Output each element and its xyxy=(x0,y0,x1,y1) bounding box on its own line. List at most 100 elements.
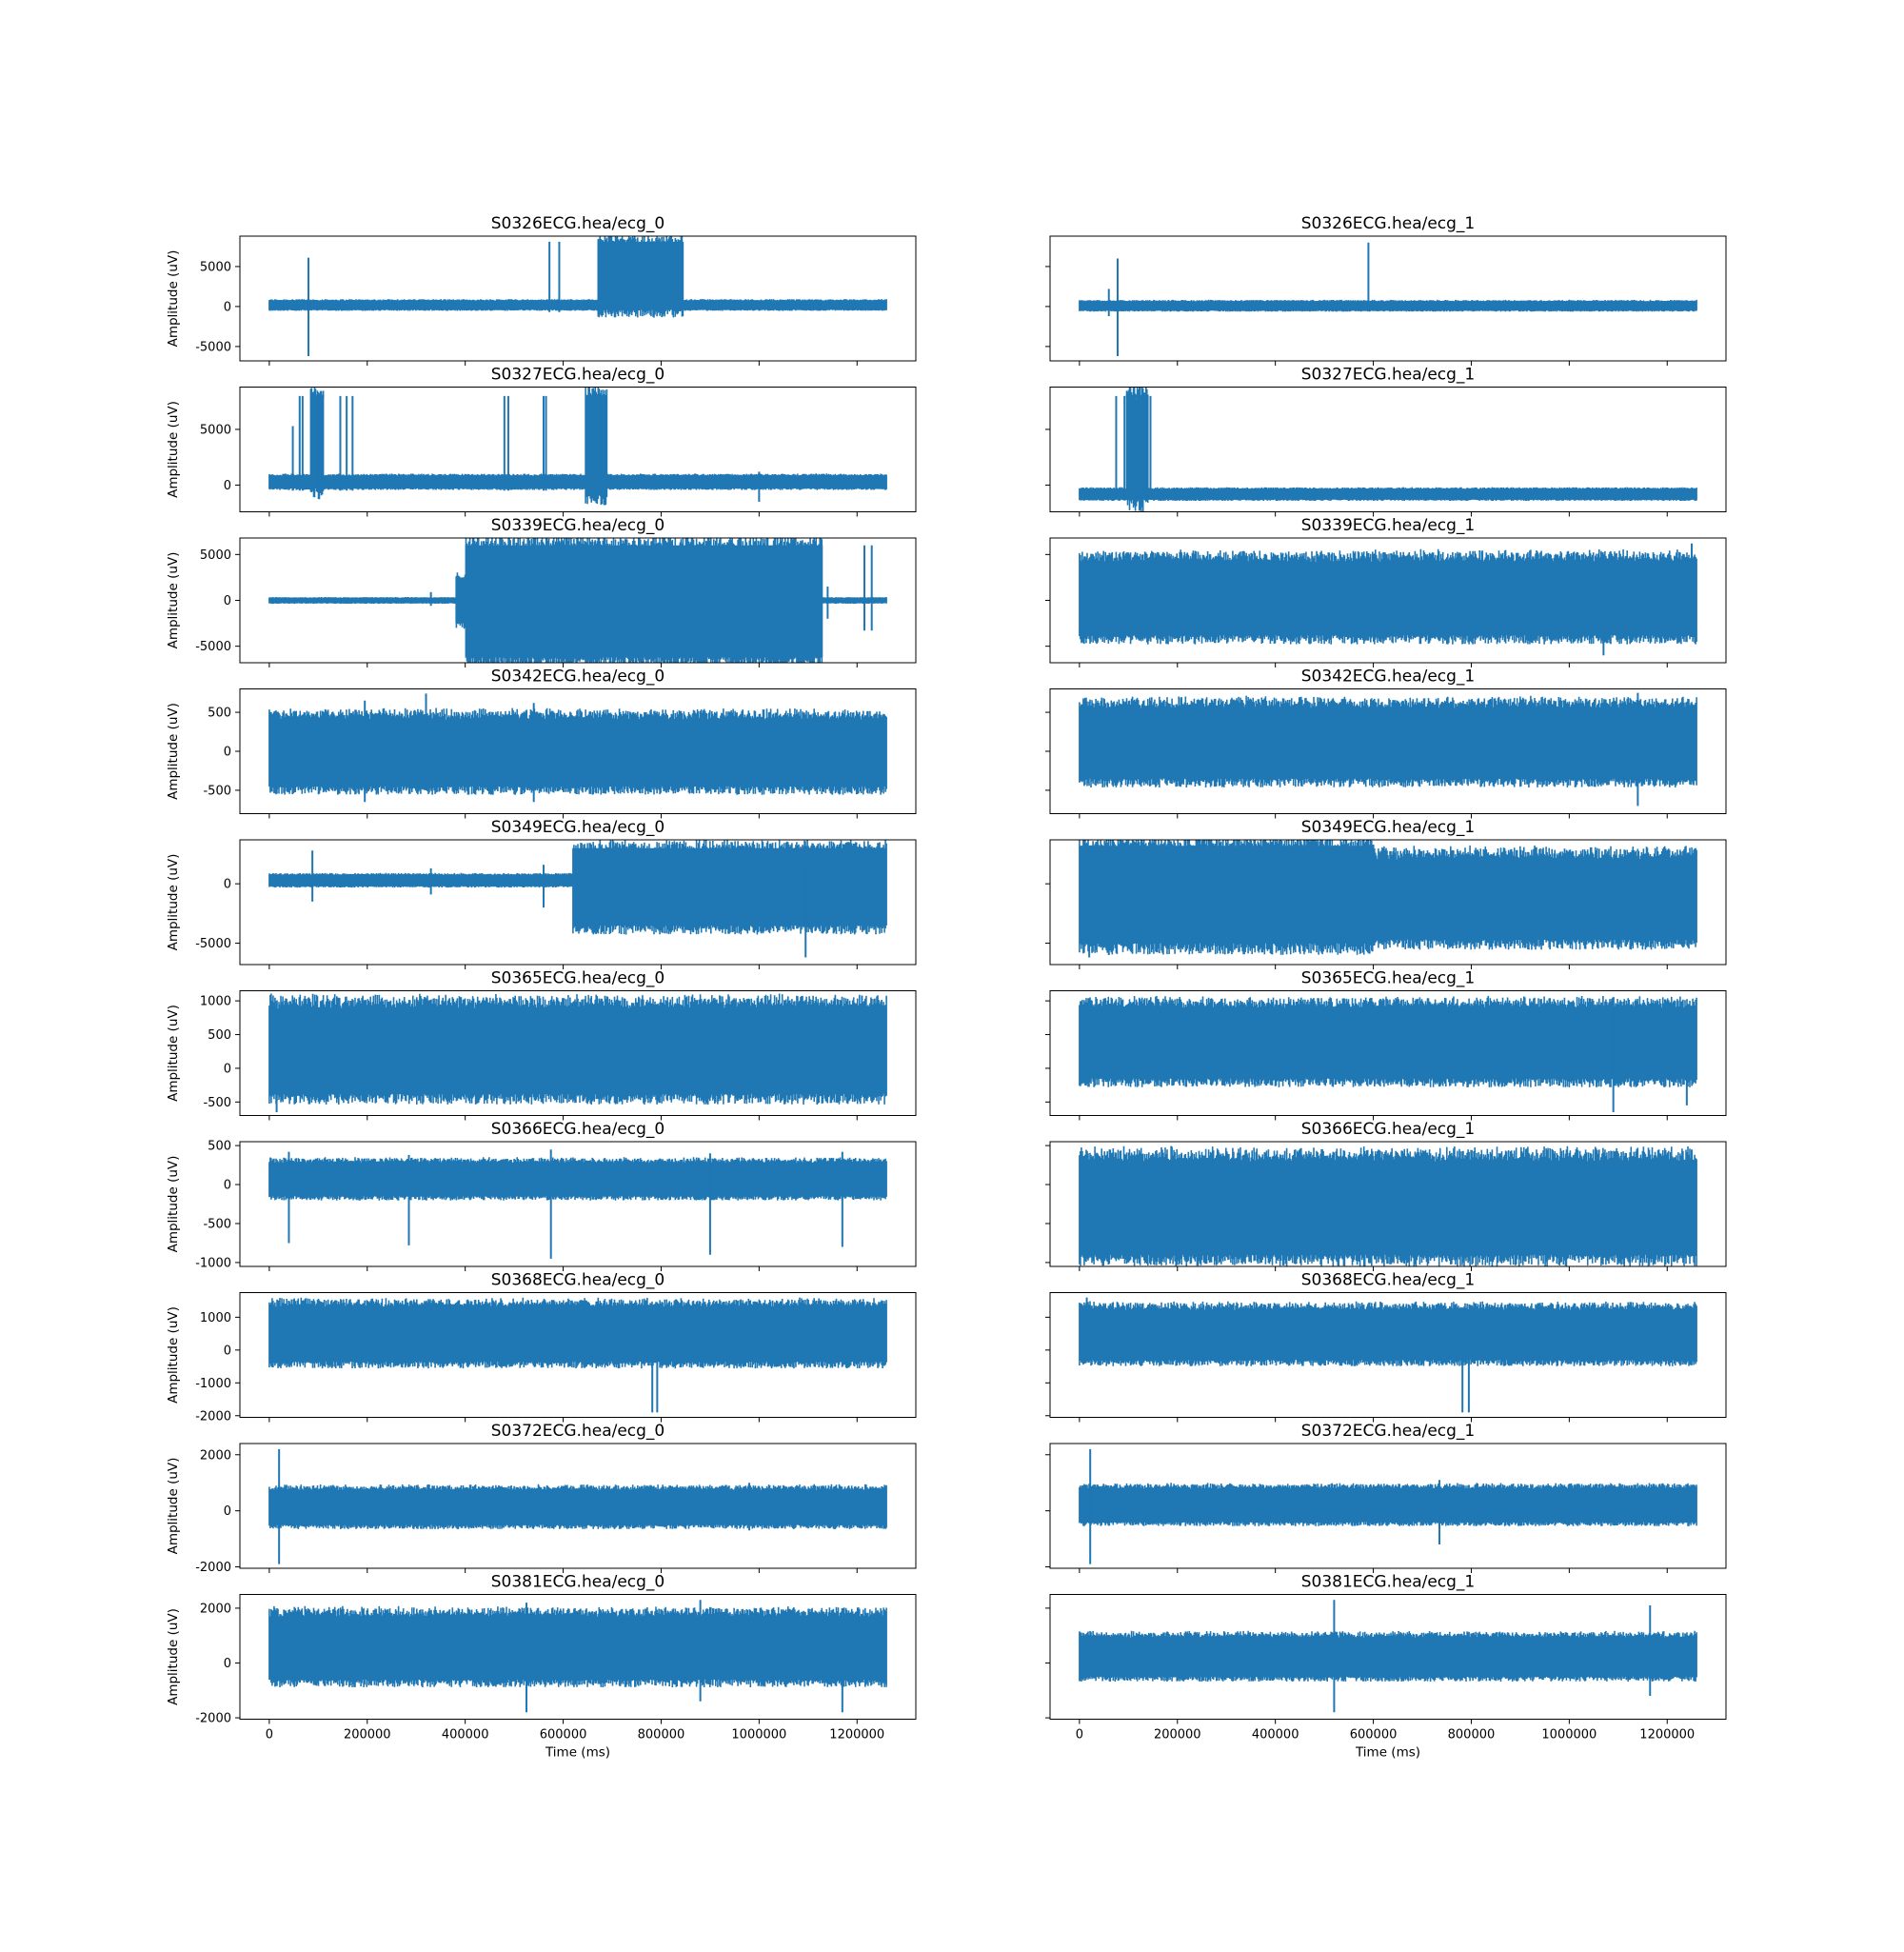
axes-frame xyxy=(1049,1141,1727,1267)
subplot-title: S0372ECG.hea/ecg_0 xyxy=(491,1422,665,1441)
x-tick-label: 1200000 xyxy=(1639,1728,1695,1743)
subplot-s0327ecg-hea-ecg-1: S0327ECG.hea/ecg_1 xyxy=(1045,366,1727,517)
y-tick-label: -1000 xyxy=(195,1377,231,1391)
y-axis-label: Amplitude (uV) xyxy=(166,1156,181,1253)
y-axis-label: Amplitude (uV) xyxy=(166,552,181,649)
y-tick-label: -5000 xyxy=(195,937,231,951)
y-tick-label: 0 xyxy=(224,1179,231,1193)
y-axis-label: Amplitude (uV) xyxy=(166,854,181,951)
subplot-s0368ecg-hea-ecg-1: S0368ECG.hea/ecg_1 xyxy=(1045,1271,1727,1423)
signal-line xyxy=(1079,548,1697,645)
subplot-s0368ecg-hea-ecg-0: S0368ECG.hea/ecg_0 -2000 -1000 0 1000 Amplitu… xyxy=(166,1271,917,1424)
signal-line xyxy=(268,1605,887,1687)
subplot-title: S0342ECG.hea/ecg_1 xyxy=(1301,667,1476,687)
axes-frame xyxy=(1049,1443,1727,1569)
x-tick-label: 400000 xyxy=(442,1728,489,1743)
signal-line xyxy=(268,1484,887,1529)
y-tick-label: 0 xyxy=(224,1504,231,1519)
subplot-title: S0366ECG.hea/ecg_1 xyxy=(1301,1120,1476,1139)
y-tick-label: 0 xyxy=(224,479,231,493)
y-tick-label: 5000 xyxy=(200,423,231,437)
subplot-title: S0339ECG.hea/ecg_0 xyxy=(491,516,665,535)
axes-frame xyxy=(1049,839,1727,966)
x-tick-label: 800000 xyxy=(638,1728,685,1743)
y-tick-label: 500 xyxy=(208,1140,231,1154)
x-tick-label: 0 xyxy=(1076,1728,1083,1743)
subplot-s0349ecg-hea-ecg-1: S0349ECG.hea/ecg_1 xyxy=(1045,818,1727,969)
axes-frame xyxy=(1049,990,1727,1116)
y-tick-label: -5000 xyxy=(195,340,231,354)
subplot-s0349ecg-hea-ecg-0: S0349ECG.hea/ecg_0 -5000 0 Amplitude (uV) xyxy=(166,818,917,969)
subplot-s0366ecg-hea-ecg-1: S0366ECG.hea/ecg_1 xyxy=(1045,1120,1727,1271)
subplot-title: S0365ECG.hea/ecg_0 xyxy=(491,969,665,988)
subplot-title: S0381ECG.hea/ecg_0 xyxy=(491,1573,665,1592)
y-tick-label: -500 xyxy=(203,784,231,798)
signal-line xyxy=(268,538,887,663)
signal-line xyxy=(1079,299,1697,312)
subplot-s0339ecg-hea-ecg-0: S0339ECG.hea/ecg_0 -5000 0 5000 Amplitude (u… xyxy=(166,516,917,667)
subplot-s0381ecg-hea-ecg-1: S0381ECG.hea/ecg_1 0 200000 400000 600000 800… xyxy=(1045,1573,1727,1761)
subplot-s0372ecg-hea-ecg-1: S0372ECG.hea/ecg_1 xyxy=(1045,1422,1727,1573)
signal-line xyxy=(268,840,887,935)
y-tick-label: 500 xyxy=(208,1028,231,1043)
y-tick-label: 1000 xyxy=(200,995,231,1009)
subplot-title: S0368ECG.hea/ecg_0 xyxy=(491,1271,665,1290)
subplot-title: S0381ECG.hea/ecg_1 xyxy=(1301,1573,1476,1592)
y-tick-label: 2000 xyxy=(200,1602,231,1616)
y-tick-label: 0 xyxy=(224,1344,231,1358)
y-axis-label: Amplitude (uV) xyxy=(166,1458,181,1555)
y-tick-label: 0 xyxy=(224,594,231,608)
subplot-s0381ecg-hea-ecg-0: S0381ECG.hea/ecg_0 -2000 0 2000 Amplitude (u… xyxy=(166,1573,917,1761)
y-tick-label: -2000 xyxy=(195,1561,231,1575)
subplot-title: S0342ECG.hea/ecg_0 xyxy=(491,667,665,687)
subplot-s0342ecg-hea-ecg-1: S0342ECG.hea/ecg_1 xyxy=(1045,667,1727,819)
x-tick-label: 1200000 xyxy=(829,1728,884,1743)
subplot-title: S0326ECG.hea/ecg_1 xyxy=(1301,214,1476,233)
subplot-title: S0368ECG.hea/ecg_1 xyxy=(1301,1271,1476,1290)
y-tick-label: 0 xyxy=(224,1062,231,1076)
y-tick-label: -2000 xyxy=(195,1712,231,1726)
x-axis-label: Time (ms) xyxy=(545,1745,610,1761)
subplot-title: S0365ECG.hea/ecg_1 xyxy=(1301,969,1476,988)
axes-frame xyxy=(239,1594,917,1720)
x-tick-label: 400000 xyxy=(1252,1728,1299,1743)
subplot-title: S0327ECG.hea/ecg_0 xyxy=(491,366,665,385)
subplot-s0342ecg-hea-ecg-0: S0342ECG.hea/ecg_0 -500 0 500 Amplitude (uV) xyxy=(166,667,917,819)
subplot-s0326ecg-hea-ecg-0: S0326ECG.hea/ecg_0 -5000 0 5000 Amplitude (u… xyxy=(166,214,917,366)
y-tick-label: 1000 xyxy=(200,1311,231,1325)
signal-line xyxy=(1079,1483,1697,1526)
y-tick-label: -2000 xyxy=(195,1409,231,1424)
y-tick-label: 0 xyxy=(224,300,231,314)
signal-line xyxy=(268,236,887,318)
signal-line xyxy=(268,1157,887,1201)
subplot-title: S0349ECG.hea/ecg_0 xyxy=(491,818,665,837)
signal-line xyxy=(1079,1630,1697,1682)
subplot-title: S0349ECG.hea/ecg_1 xyxy=(1301,818,1476,837)
subplot-title: S0326ECG.hea/ecg_0 xyxy=(491,214,665,233)
y-tick-label: -500 xyxy=(203,1217,231,1231)
subplot-s0326ecg-hea-ecg-1: S0326ECG.hea/ecg_1 xyxy=(1045,214,1727,366)
signal-line xyxy=(1079,387,1697,512)
x-tick-label: 200000 xyxy=(344,1728,391,1743)
y-axis-label: Amplitude (uV) xyxy=(166,1608,181,1705)
y-tick-label: 0 xyxy=(224,878,231,892)
subplot-title: S0339ECG.hea/ecg_1 xyxy=(1301,516,1476,535)
y-axis-label: Amplitude (uV) xyxy=(166,250,181,348)
y-tick-label: -500 xyxy=(203,1096,231,1110)
y-tick-label: 5000 xyxy=(200,260,231,274)
y-tick-label: 2000 xyxy=(200,1448,231,1463)
axes-frame xyxy=(1049,1292,1727,1418)
signal-line xyxy=(268,993,887,1105)
axes-frame xyxy=(239,1141,917,1267)
signal-line xyxy=(1079,995,1697,1087)
subplot-title: S0366ECG.hea/ecg_0 xyxy=(491,1120,665,1139)
x-tick-label: 600000 xyxy=(1350,1728,1398,1743)
signal-line xyxy=(1079,695,1697,787)
x-tick-label: 800000 xyxy=(1448,1728,1496,1743)
subplot-s0339ecg-hea-ecg-1: S0339ECG.hea/ecg_1 xyxy=(1045,516,1727,667)
signal-line xyxy=(1079,840,1697,955)
subplot-s0365ecg-hea-ecg-0: S0365ECG.hea/ecg_0 -500 0 500 1000 Amplitude … xyxy=(166,969,917,1121)
signal-line xyxy=(1079,1301,1697,1366)
axes-frame xyxy=(1049,387,1727,512)
